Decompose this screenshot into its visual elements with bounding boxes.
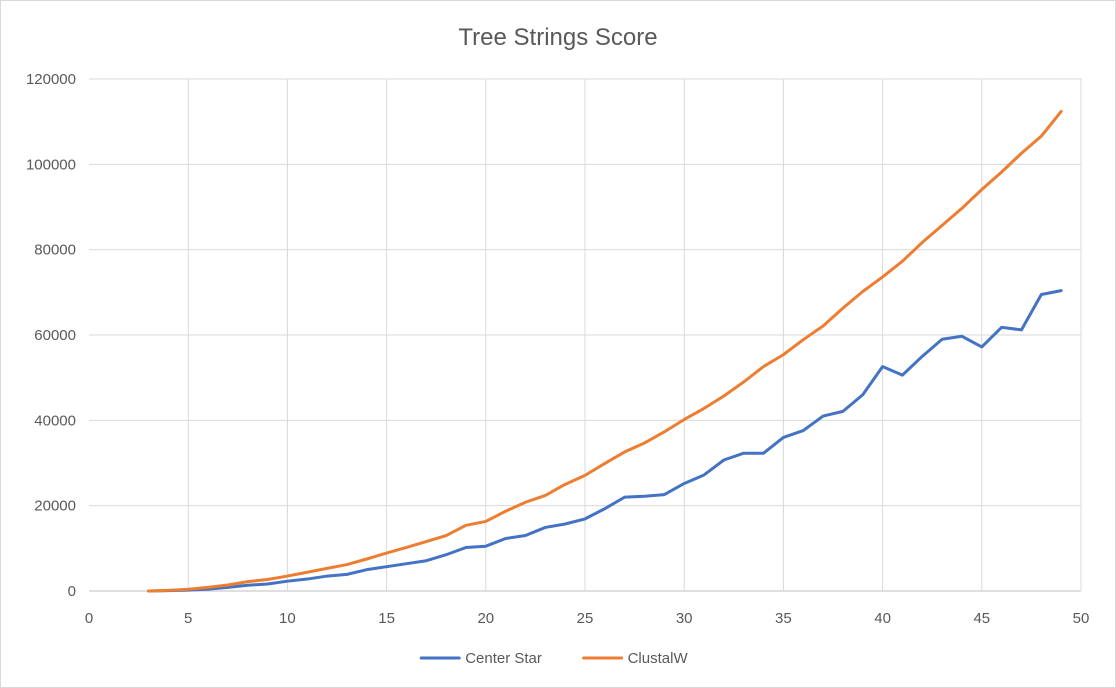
series-line-clustalw [147,109,1063,593]
legend-label: Center Star [465,650,542,667]
x-tick-label: 20 [477,610,494,627]
chart-title: Tree Strings Score [458,24,657,51]
x-tick-label: 30 [676,610,693,627]
x-tick-label: 40 [874,610,891,627]
legend-item: Center Star [419,650,542,667]
x-axis-ticks: 0 5 10 15 20 25 30 35 40 45 50 [85,610,1090,627]
x-tick-label: 25 [577,610,594,627]
y-tick-label: 0 [68,583,76,600]
x-tick-label: 35 [775,610,792,627]
y-tick-label: 60000 [34,327,76,344]
legend: Center Star ClustalW [419,650,689,667]
x-tick-label: 50 [1073,610,1090,627]
y-tick-label: 20000 [34,498,76,515]
series-line-center-star [147,289,1063,593]
x-tick-label: 0 [85,610,93,627]
y-tick-label: 40000 [34,412,76,429]
x-tick-label: 5 [184,610,192,627]
x-tick-label: 10 [279,610,296,627]
x-tick-label: 45 [973,610,990,627]
y-tick-label: 100000 [26,156,76,173]
y-tick-label: 80000 [34,242,76,259]
series-lines [147,109,1063,593]
legend-item: ClustalW [582,650,689,667]
y-tick-label: 120000 [26,71,76,88]
x-gridlines [187,79,1082,591]
y-axis-ticks: 0 20000 40000 60000 80000 100000 120000 [26,71,76,600]
legend-label: ClustalW [628,650,689,667]
x-tick-label: 15 [378,610,395,627]
